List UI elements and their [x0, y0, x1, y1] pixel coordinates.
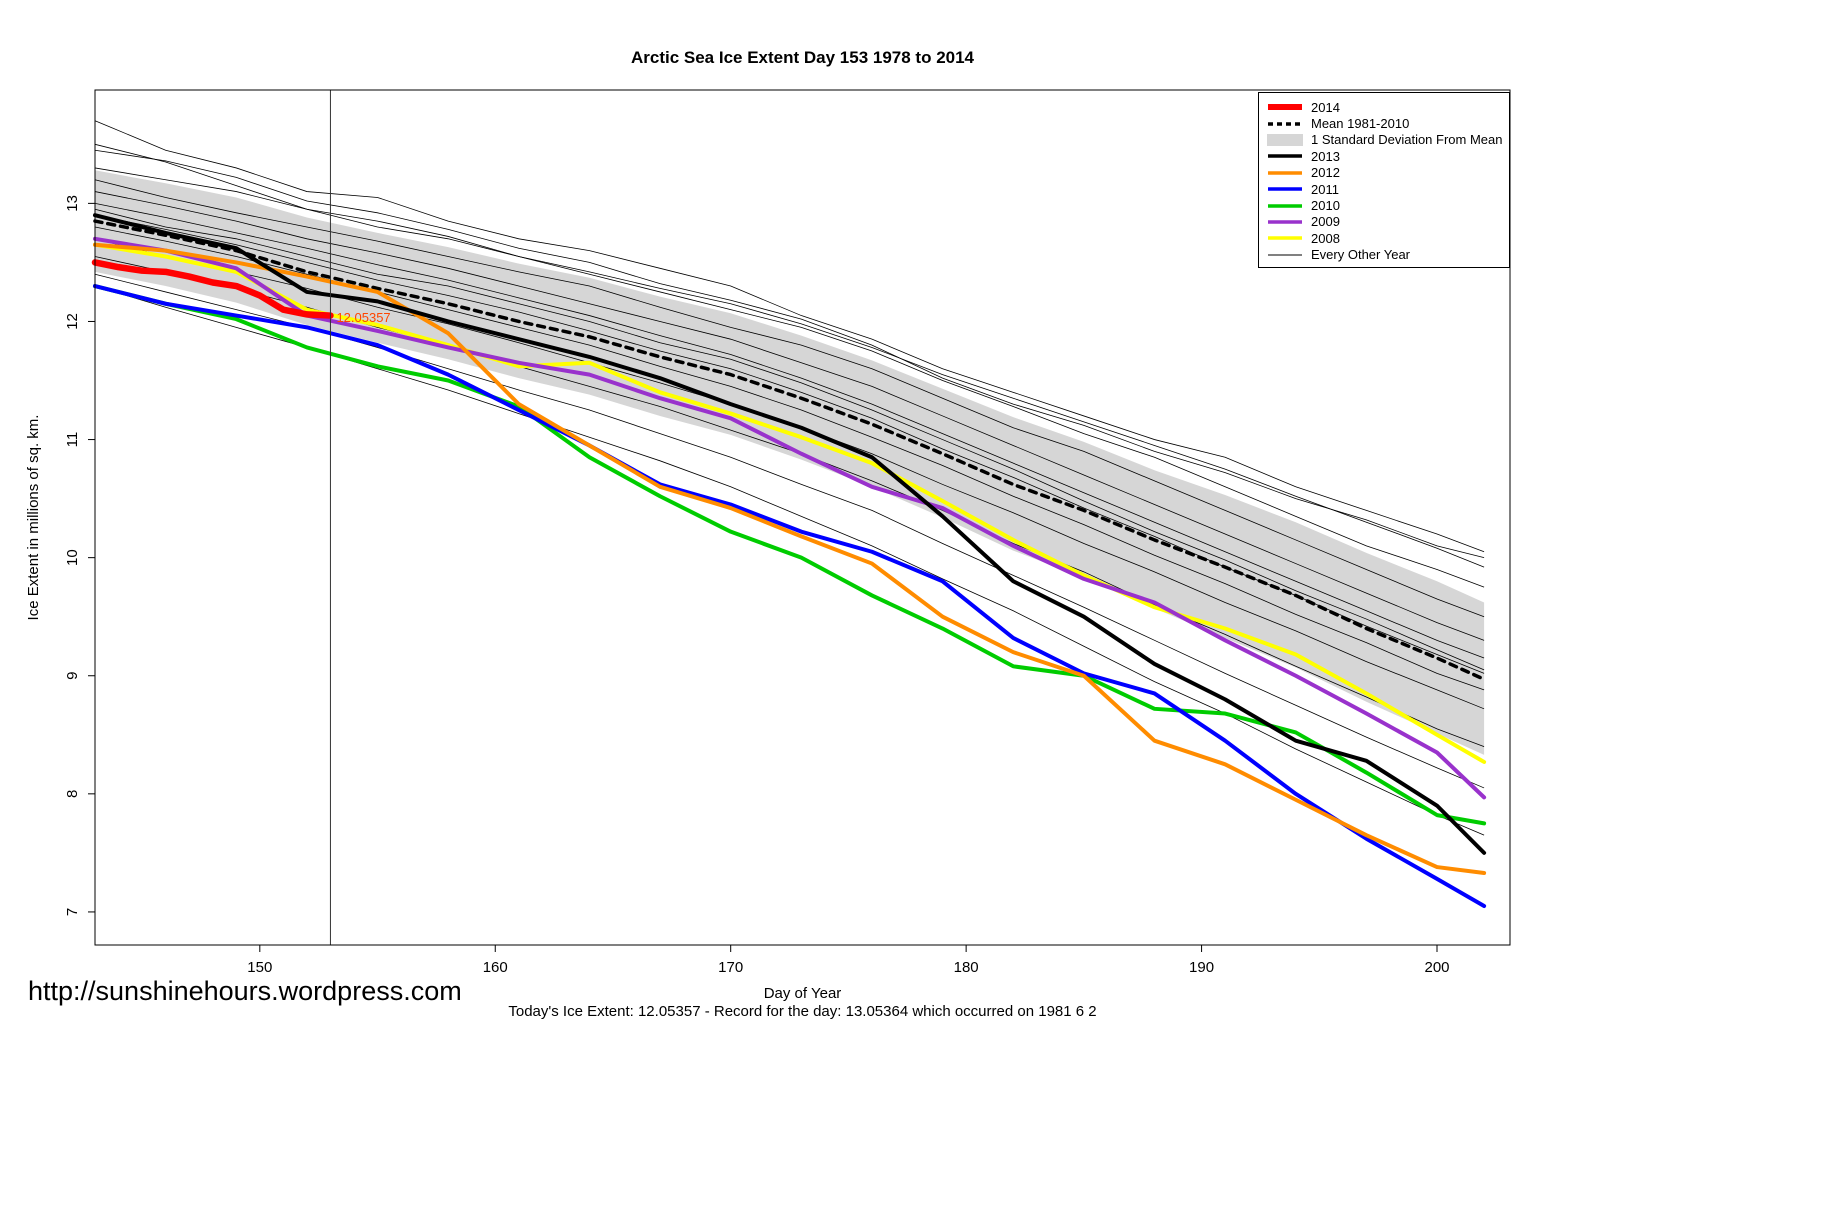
legend-item-2011: 2011 — [1267, 181, 1509, 197]
legend-label: 2009 — [1311, 214, 1340, 230]
x-tick-label: 190 — [1189, 959, 1214, 976]
legend-item-2014: 2014 — [1267, 99, 1509, 115]
legend-label: 2011 — [1311, 181, 1339, 197]
legend-label: 2014 — [1311, 99, 1340, 115]
other-year-line — [94, 256, 1485, 747]
legend-item-1-standard-deviation-from-mean: 1 Standard Deviation From Mean — [1267, 132, 1509, 148]
legend-label: 2013 — [1311, 148, 1340, 164]
y-tick-label: 12 — [64, 313, 81, 330]
y-tick-label: 8 — [64, 790, 81, 798]
legend-label: Mean 1981-2010 — [1311, 116, 1410, 132]
current-value-annotation: 12.05357 — [336, 310, 390, 325]
y-tick-label: 9 — [64, 672, 81, 680]
legend-item-2010: 2010 — [1267, 197, 1509, 213]
y-tick-label: 11 — [64, 432, 81, 448]
y-tick-label: 13 — [64, 195, 81, 212]
legend-item-2012: 2012 — [1267, 165, 1509, 181]
legend-swatch — [1268, 154, 1302, 159]
x-tick-label: 160 — [483, 959, 508, 976]
y-tick-label: 7 — [64, 908, 81, 916]
legend-item-mean-1981-2010: Mean 1981-2010 — [1267, 115, 1509, 131]
legend-item-2009: 2009 — [1267, 214, 1509, 230]
legend-swatch — [1268, 220, 1302, 224]
legend-swatch — [1268, 254, 1302, 256]
y-tick-label: 10 — [64, 549, 81, 566]
legend-swatch — [1268, 104, 1302, 111]
status-text: Today's Ice Extent: 12.05357 - Record fo… — [508, 1003, 1097, 1020]
series-2014-line — [91, 259, 334, 319]
x-tick-label: 170 — [718, 959, 743, 976]
x-tick-label: 180 — [954, 959, 979, 976]
legend-item-2013: 2013 — [1267, 148, 1509, 164]
legend-item-every-other-year: Every Other Year — [1267, 247, 1509, 263]
x-axis-title: Day of Year — [763, 985, 842, 1002]
legend-swatch — [1268, 236, 1302, 241]
legend-swatch — [1267, 133, 1303, 146]
legend-label: 2012 — [1311, 165, 1340, 181]
x-tick-label: 150 — [247, 959, 272, 976]
legend-label: 2010 — [1311, 198, 1340, 214]
legend: 2014 Mean 1981-2010 1 Standard Deviation F… — [1258, 92, 1510, 268]
site-url-watermark: http://sunshinehours.wordpress.com — [28, 976, 462, 1006]
chart-title: Arctic Sea Ice Extent Day 153 1978 to 20… — [630, 48, 975, 67]
legend-label: Every Other Year — [1311, 247, 1410, 263]
legend-swatch — [1268, 203, 1302, 208]
plot-border — [94, 89, 1511, 946]
legend-swatch — [1268, 187, 1302, 191]
x-tick-label: 200 — [1424, 959, 1449, 976]
y-axis-title: Ice Extent in millions of sq. km. — [25, 415, 42, 621]
legend-swatch — [1268, 171, 1302, 175]
std-dev-band — [95, 170, 1485, 755]
legend-swatch — [1268, 121, 1302, 126]
legend-label: 1 Standard Deviation From Mean — [1311, 132, 1503, 148]
legend-item-2008: 2008 — [1267, 230, 1509, 246]
legend-label: 2008 — [1311, 230, 1340, 246]
